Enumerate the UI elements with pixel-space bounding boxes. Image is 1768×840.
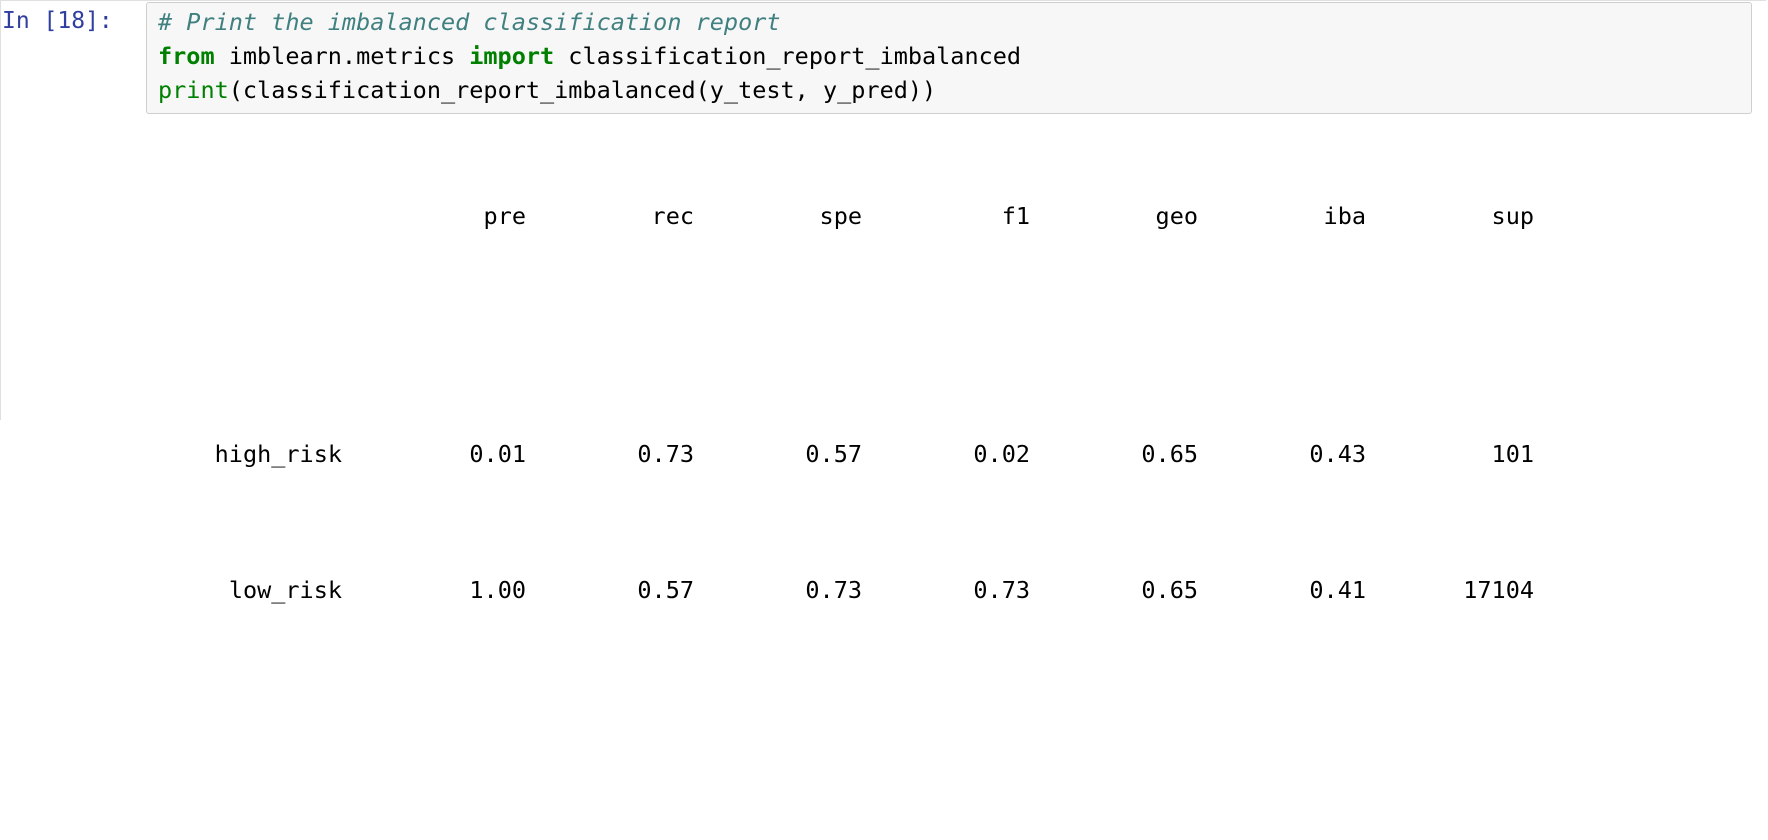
notebook-cell[interactable]: In [18]: # Print the imbalanced classifi… [0, 0, 1768, 604]
cell-rec: 0.57 [637, 576, 694, 604]
input-prompt: In [18]: [2, 8, 113, 34]
code-line-2: from imblearn.metrics import classificat… [158, 39, 1021, 73]
cell-f1: 0.73 [973, 576, 1030, 604]
cell-spe: 0.73 [805, 576, 862, 604]
keyword-import: import [469, 42, 555, 70]
report-header-row: pre rec spe f1 geo iba sup [158, 199, 1534, 233]
print-arguments: (classification_report_imbalanced(y_test… [228, 76, 937, 104]
cell-spe: 0.57 [805, 440, 862, 468]
header-f1: f1 [1001, 202, 1030, 230]
code-comment: # Print the imbalanced classification re… [158, 8, 781, 36]
imported-name: classification_report_imbalanced [554, 42, 1022, 70]
header-spe: spe [819, 202, 862, 230]
keyword-from: from [158, 42, 215, 70]
header-rec: rec [651, 202, 694, 230]
cell-iba: 0.43 [1309, 440, 1366, 468]
cell-frame [0, 0, 1766, 420]
header-iba: iba [1323, 202, 1366, 230]
cell-pre: 0.01 [469, 440, 526, 468]
cell-geo: 0.65 [1141, 440, 1198, 468]
cell-f1: 0.02 [973, 440, 1030, 468]
report-row-high-risk: high_risk 0.01 0.73 0.57 0.02 0.65 0.43 … [158, 437, 1534, 471]
cell-geo: 0.65 [1141, 576, 1198, 604]
cell-iba: 0.41 [1309, 576, 1366, 604]
cell-pre: 1.00 [469, 576, 526, 604]
code-line-3: print(classification_report_imbalanced(y… [158, 73, 936, 107]
builtin-print: print [158, 76, 229, 104]
blank-row [158, 709, 243, 743]
cell-output: pre rec spe f1 geo iba sup high_risk 0.0… [158, 131, 1534, 840]
report-row-low-risk: low_risk 1.00 0.57 0.73 0.73 0.65 0.41 1… [158, 573, 1534, 607]
cell-sup: 101 [1491, 440, 1534, 468]
code-line-1: # Print the imbalanced classification re… [158, 5, 781, 39]
header-pre: pre [483, 202, 526, 230]
module-name: imblearn.metrics [214, 42, 470, 70]
cell-sup: 17104 [1463, 576, 1534, 604]
cell-rec: 0.73 [637, 440, 694, 468]
row-label: high_risk [214, 440, 342, 468]
header-sup: sup [1491, 202, 1534, 230]
header-geo: geo [1155, 202, 1198, 230]
blank-row [158, 301, 243, 335]
row-label: low_risk [228, 576, 342, 604]
code-editor[interactable]: # Print the imbalanced classification re… [146, 2, 1752, 114]
